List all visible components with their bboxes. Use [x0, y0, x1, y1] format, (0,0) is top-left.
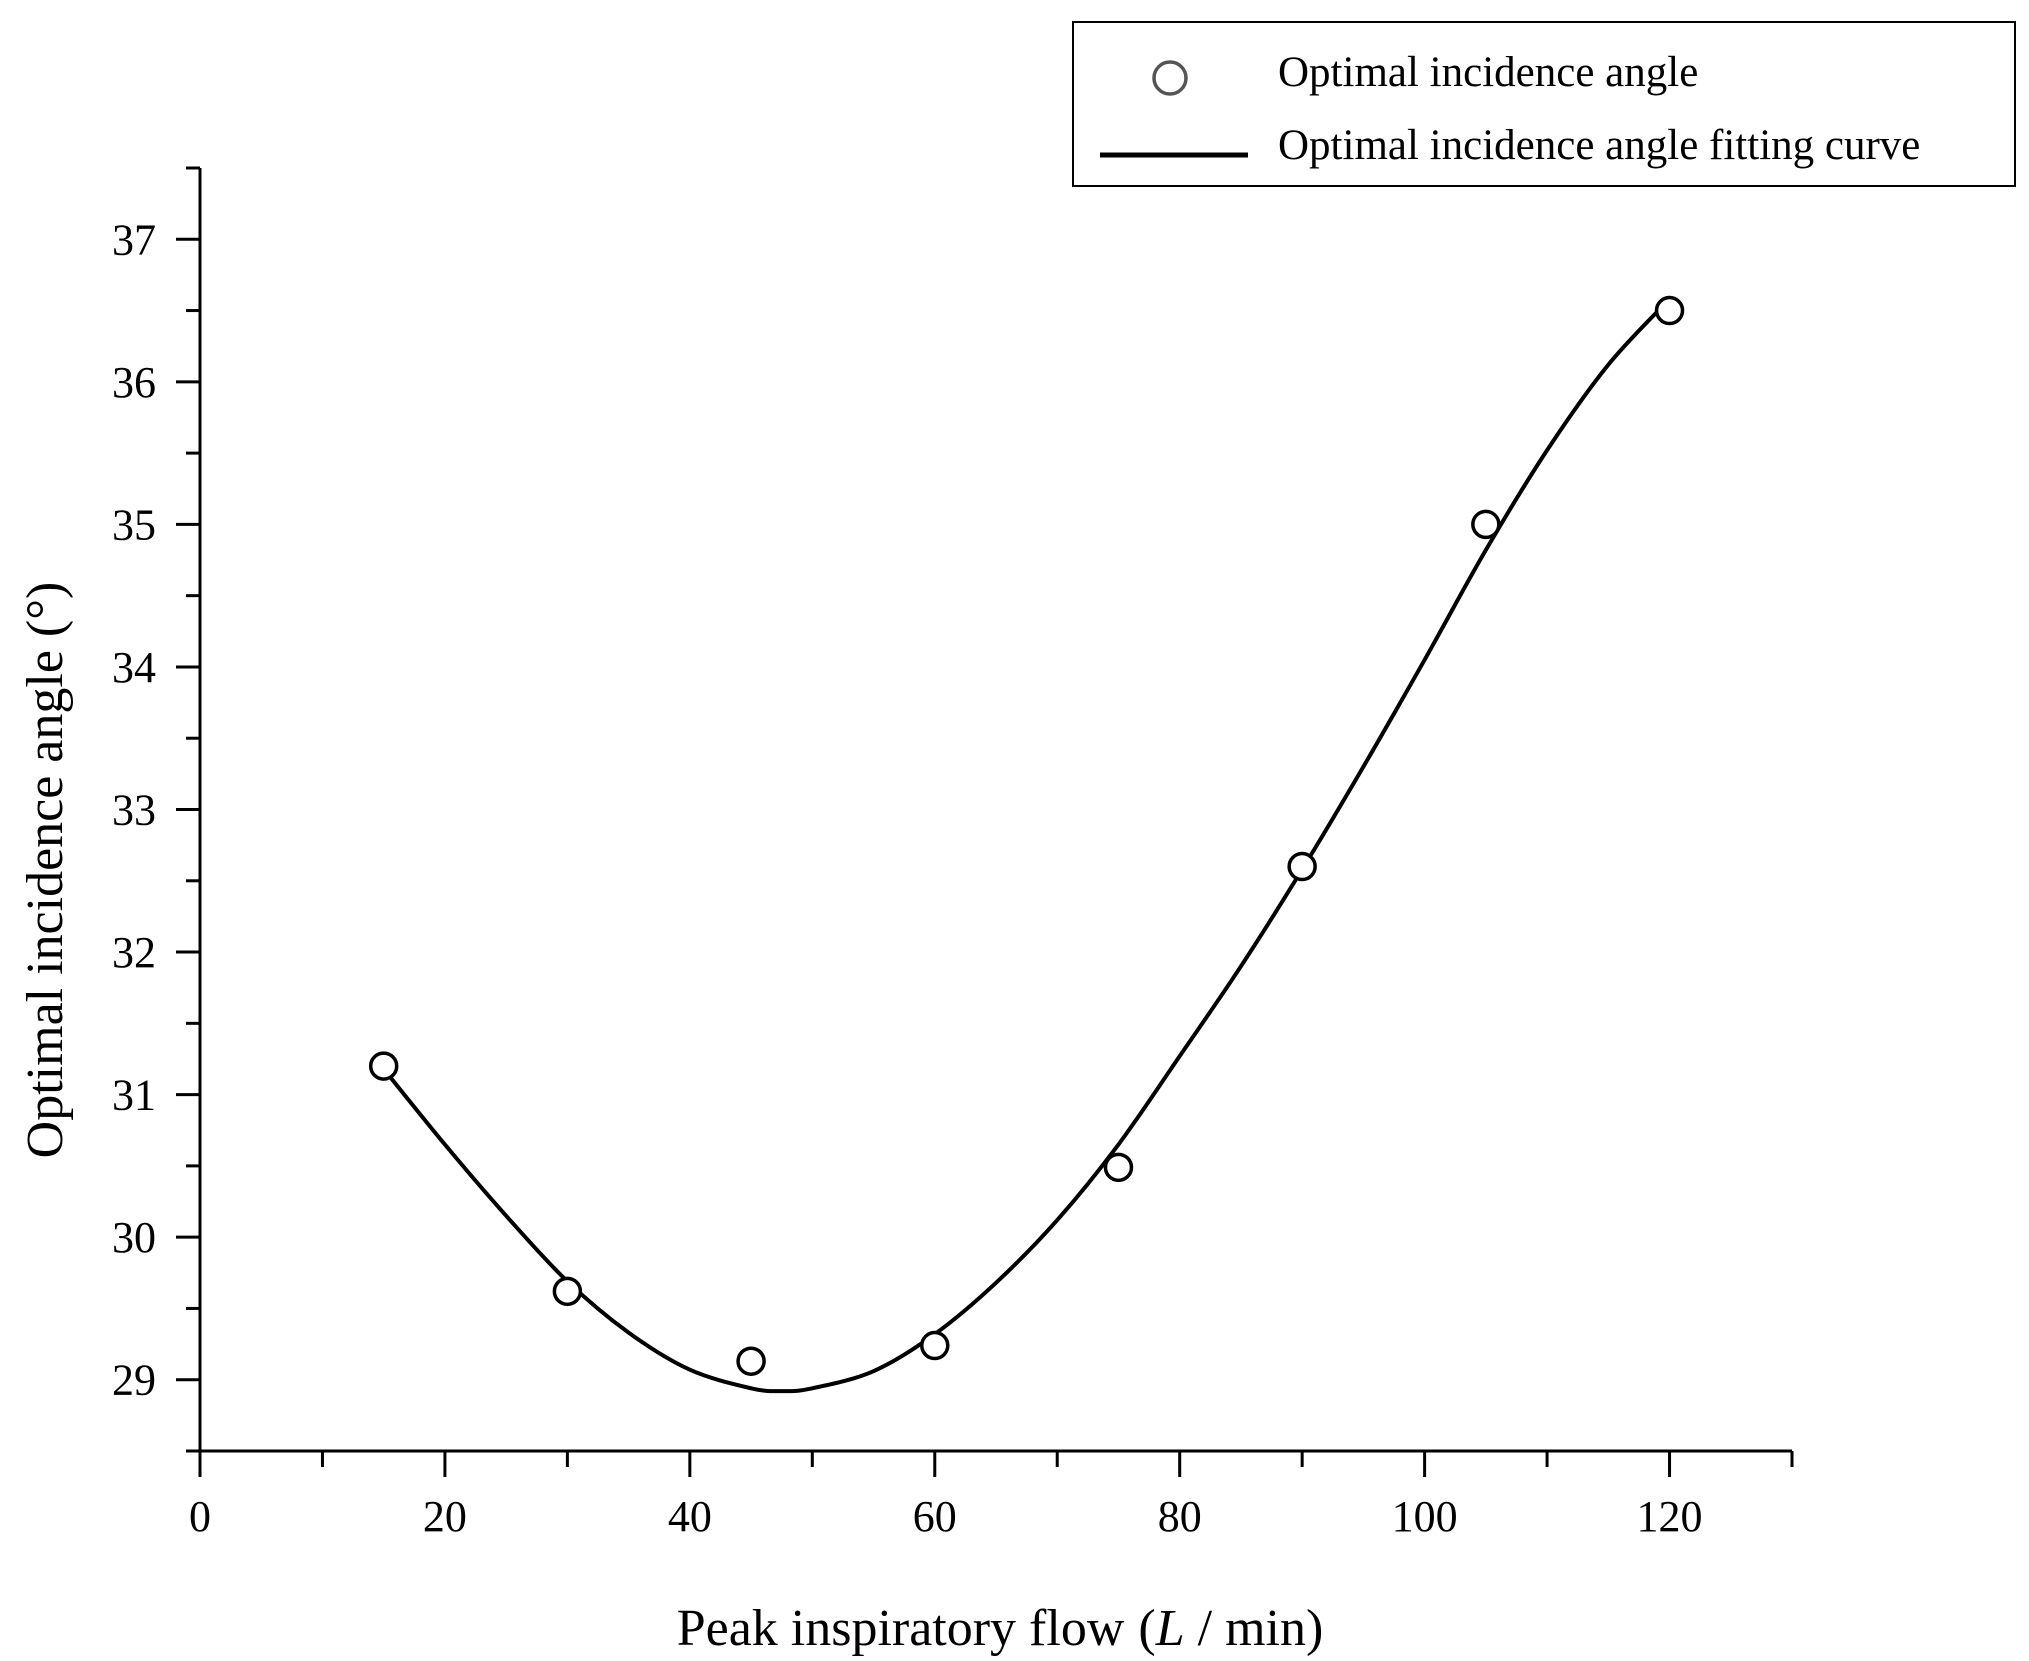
x-axis-title-close-paren: ) [1306, 1600, 1323, 1657]
data-point [552, 1276, 583, 1307]
data-point [1471, 509, 1501, 540]
data-point [920, 1330, 950, 1361]
data-point [1654, 295, 1685, 326]
y-tick-label: 34 [112, 643, 156, 692]
y-tick-label: 32 [112, 928, 156, 977]
legend-label-curve: Optimal incidence angle fitting curve [1278, 122, 1920, 169]
y-tick-label: 31 [112, 1071, 156, 1120]
legend-box [1072, 21, 2016, 187]
axes [198, 168, 1792, 1453]
x-tick-label: 40 [668, 1492, 712, 1541]
y-tick-label: 36 [112, 358, 156, 407]
fitting-curve-line [382, 297, 1672, 1394]
x-tick-label: 80 [1158, 1492, 1202, 1541]
x-tick-label: 100 [1392, 1492, 1458, 1541]
x-tick-label: 20 [423, 1492, 467, 1541]
y-tick-label: 29 [112, 1356, 156, 1405]
y-tick-label: 37 [112, 215, 156, 264]
data-point [1103, 1152, 1134, 1183]
x-axis-title: Peak inspiratory flow (L / min) [677, 1600, 1324, 1657]
legend-marker-circle [1152, 60, 1188, 96]
y-axis-title: Optimal incidence angle (°) [17, 582, 74, 1159]
data-point [368, 1051, 399, 1081]
x-axis-title-unit: / min [1185, 1600, 1306, 1657]
data-points-series [368, 295, 1685, 1376]
y-tick-label: 33 [112, 786, 156, 835]
y-axis-ticks: 29 30 31 32 33 34 35 36 37 [112, 166, 200, 1453]
y-tick-label: 30 [112, 1213, 156, 1262]
fitting-curve-series [382, 297, 1672, 1394]
x-axis-title-open-paren: ( [1138, 1600, 1155, 1657]
x-tick-label: 60 [913, 1492, 957, 1541]
x-tick-label: 120 [1637, 1492, 1703, 1541]
data-point [1287, 851, 1317, 882]
x-axis-ticks: 0 20 40 60 80 100 120 [189, 1451, 1794, 1541]
data-point [736, 1346, 766, 1376]
x-axis-title-italic: L [1155, 1600, 1185, 1657]
legend: Optimal incidence angle Optimal incidenc… [1072, 21, 2016, 187]
y-tick-label: 35 [112, 500, 156, 549]
x-tick-label: 0 [189, 1492, 211, 1541]
x-axis-title-prefix: Peak inspiratory flow [677, 1600, 1125, 1657]
legend-label-markers: Optimal incidence angle [1278, 49, 1698, 96]
